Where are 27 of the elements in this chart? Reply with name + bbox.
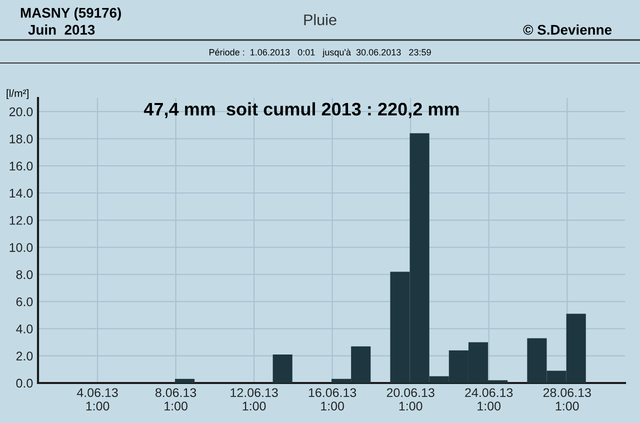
- y-tick-label: 4.0: [16, 324, 33, 334]
- chart-title: Pluie: [304, 14, 336, 26]
- chart-subtitle: 47,4 mm soit cumul 2013 : 220,2 mm: [144, 102, 459, 118]
- x-tick-label: 4.06.13 1:00: [76, 388, 118, 411]
- y-tick-label: 20.0: [9, 107, 33, 116]
- y-tick-label: 6.0: [16, 297, 33, 306]
- y-tick-label: 2.0: [16, 352, 33, 361]
- bar: [272, 354, 292, 383]
- y-tick-label: 14.0: [10, 188, 33, 198]
- y-tick-label: 12.0: [10, 216, 33, 225]
- text: Juin 2013: [28, 24, 95, 35]
- y-tick-label: 8.0: [16, 270, 33, 280]
- y-tick-label: 10.0: [10, 243, 33, 252]
- bar: [174, 378, 195, 383]
- text: Période : 1.06.2013 0:01 jusqu'à 30.06.2013 23:59: [209, 48, 431, 58]
- text: MASNY (59176): [20, 8, 121, 20]
- y-tick-label: 18.0: [10, 134, 33, 144]
- x-tick-label: 12.06.13 1:00: [230, 388, 278, 411]
- x-tick-label: 8.06.13 1:00: [155, 388, 196, 411]
- x-tick-label: 16.06.13 1:00: [308, 388, 356, 411]
- text: © S.Devienne: [523, 24, 612, 35]
- y-axis-title: [l/m²]: [6, 89, 28, 99]
- y-tick-label: 16.0: [10, 162, 33, 171]
- x-tick-label: 28.06.13 1:00: [543, 388, 591, 411]
- x-tick-label: 20.06.13 1:00: [386, 388, 434, 411]
- x-tick-label: 24.06.13 1:00: [465, 388, 513, 411]
- y-tick-label: 0.0: [16, 378, 33, 388]
